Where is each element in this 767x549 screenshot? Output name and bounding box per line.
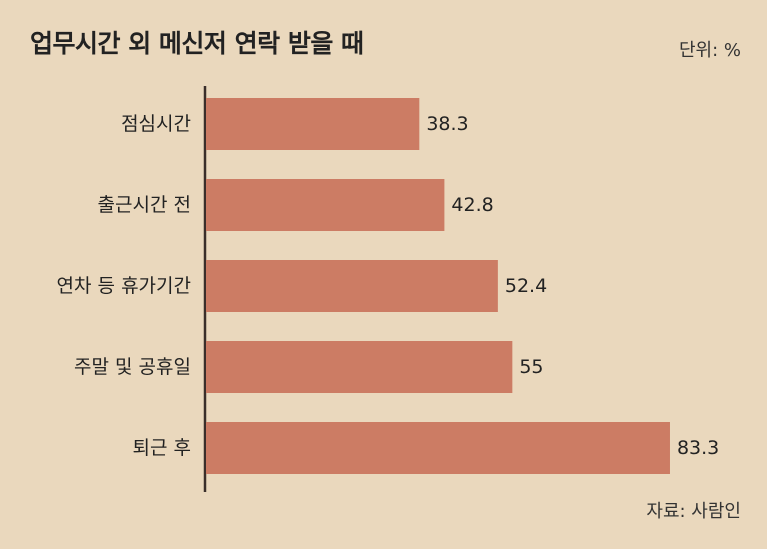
bar-4 <box>206 341 513 393</box>
bar-1 <box>206 98 420 150</box>
category-label: 연차 등 휴가기간 <box>57 275 191 297</box>
value-label: 38.3 <box>426 113 468 135</box>
category-label: 주말 및 공휴일 <box>74 356 191 378</box>
value-label: 83.3 <box>677 437 719 459</box>
value-label: 42.8 <box>451 194 493 216</box>
bar-3 <box>206 260 498 312</box>
category-label: 출근시간 전 <box>98 194 191 216</box>
bar-5 <box>206 422 670 474</box>
source-label: 자료: 사람인 <box>646 501 741 522</box>
chart-title: 업무시간 외 메신저 연락 받을 때 <box>30 29 364 58</box>
value-label: 55 <box>519 356 543 378</box>
unit-label: 단위: % <box>678 40 741 61</box>
value-label: 52.4 <box>505 275 547 297</box>
category-label: 점심시간 <box>121 113 191 135</box>
bar-2 <box>206 179 445 231</box>
category-label: 퇴근 후 <box>133 437 191 459</box>
